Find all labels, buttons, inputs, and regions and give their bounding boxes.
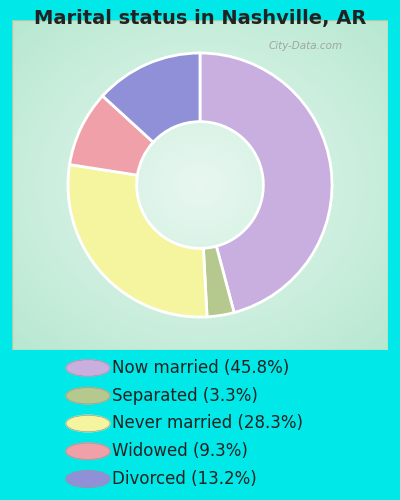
Text: Divorced (13.2%): Divorced (13.2%) [112, 470, 257, 488]
Wedge shape [68, 164, 207, 317]
Circle shape [66, 415, 110, 432]
Text: Widowed (9.3%): Widowed (9.3%) [112, 442, 248, 460]
Circle shape [66, 471, 110, 487]
Wedge shape [203, 246, 234, 317]
Text: Marital status in Nashville, AR: Marital status in Nashville, AR [34, 9, 366, 28]
Text: Now married (45.8%): Now married (45.8%) [112, 359, 289, 377]
Wedge shape [102, 53, 200, 142]
Text: City-Data.com: City-Data.com [268, 42, 342, 51]
Circle shape [66, 388, 110, 404]
Circle shape [66, 360, 110, 376]
Circle shape [66, 443, 110, 460]
Text: Separated (3.3%): Separated (3.3%) [112, 387, 258, 405]
Wedge shape [200, 53, 332, 312]
Wedge shape [70, 96, 153, 175]
Text: Never married (28.3%): Never married (28.3%) [112, 414, 303, 432]
